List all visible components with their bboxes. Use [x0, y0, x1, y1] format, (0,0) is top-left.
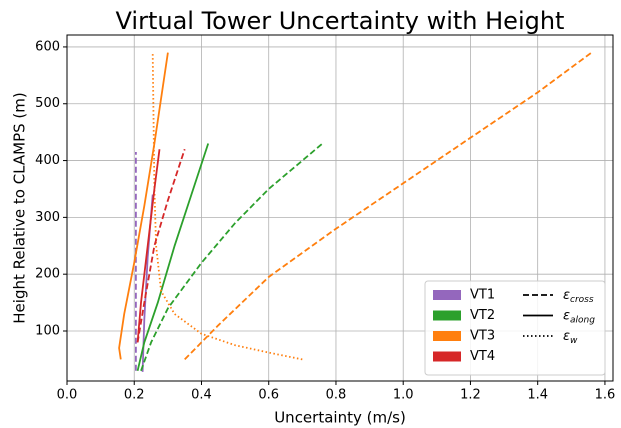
x-tick-label: 0.2 [124, 388, 145, 403]
legend-symbol: ε [563, 288, 570, 303]
legend-swatch [433, 331, 461, 341]
x-tick-label: 1.4 [527, 388, 548, 403]
legend-label: VT2 [470, 308, 495, 323]
legend-box [424, 280, 606, 376]
y-tick-label: 500 [35, 96, 60, 111]
y-axis-label: Height Relative to CLAMPS (m) [11, 92, 29, 323]
series-line [184, 51, 593, 361]
series-line [136, 149, 161, 343]
y-tick-label: 300 [35, 210, 60, 225]
x-tick-label: 1.0 [393, 388, 414, 403]
series-line [136, 148, 186, 343]
legend-symbol: ε [563, 308, 570, 323]
x-tick-label: 0.0 [57, 388, 78, 403]
series-line [140, 142, 324, 372]
legend-subscript: cross [570, 295, 594, 305]
x-tick-label: 1.2 [460, 388, 481, 403]
legend-swatch [433, 351, 461, 362]
legend-label: VT4 [470, 349, 495, 364]
chart-title: Virtual Tower Uncertainty with Height [116, 7, 565, 35]
legend-subscript: along [570, 315, 595, 325]
legend-label: εalong [563, 308, 595, 325]
legend-swatch [433, 290, 461, 300]
x-tick-label: 0.8 [326, 388, 347, 403]
legend-swatch [433, 310, 461, 321]
y-tick-label: 200 [35, 267, 60, 282]
legend-symbol: ε [563, 329, 570, 344]
x-tick-label: 0.6 [258, 388, 279, 403]
legend-label: VT3 [470, 329, 495, 344]
plot-frame [66, 34, 614, 382]
y-tick-label: 400 [35, 153, 60, 168]
series-line [136, 143, 210, 372]
x-axis-label: Uncertainty (m/s) [274, 409, 406, 427]
y-tick-label: 100 [35, 324, 60, 339]
y-tick-label: 600 [35, 39, 60, 54]
legend-label: VT1 [470, 288, 495, 303]
legend-label: εcross [563, 288, 594, 305]
x-tick-label: 1.6 [595, 388, 616, 403]
legend-label: εw [563, 329, 578, 346]
legend-subscript: w [570, 336, 578, 346]
x-tick-label: 0.4 [191, 388, 212, 403]
